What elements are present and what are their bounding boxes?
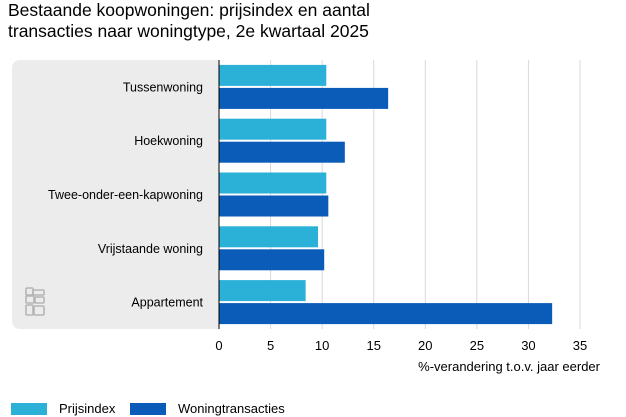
legend-swatch-woningtransacties	[130, 402, 166, 415]
bar-chart: Tussenwoning Hoekwoning Twee-onder-een-kap…	[12, 60, 601, 374]
x-tick-label-10: 10	[315, 338, 329, 353]
bars	[219, 64, 553, 325]
cbs-logo-icon	[25, 287, 45, 316]
x-tick-label-0: 0	[215, 338, 222, 353]
legend-label-prijsindex: Prijsindex	[59, 401, 116, 416]
bar-woningtransacties-4	[219, 249, 325, 271]
bar-woningtransacties-5	[219, 303, 553, 325]
legend: Prijsindex Woningtransacties	[0, 398, 626, 417]
category-label-2: Hoekwoning	[134, 134, 203, 148]
x-tick-label-25: 25	[470, 338, 484, 353]
chart-title-line-1: Bestaande koopwoningen: prijsindex en aa…	[8, 0, 370, 20]
legend-item-prijsindex: Prijsindex	[11, 401, 115, 416]
x-tick-label-30: 30	[521, 338, 535, 353]
bar-woningtransacties-3	[219, 195, 329, 217]
category-panel	[12, 60, 219, 329]
bar-prijsindex-5	[219, 280, 306, 302]
x-tick-label-35: 35	[573, 338, 587, 353]
x-tick-label-5: 5	[267, 338, 274, 353]
chart-title-line-2: transacties naar woningtype, 2e kwartaal…	[8, 21, 369, 41]
chart-title: Bestaande koopwoningen: prijsindex en aa…	[8, 0, 608, 42]
x-tick-labels: 0 5 10 15 20 25 30 35	[215, 338, 587, 353]
category-label-3: Twee-onder-een-kapwoning	[48, 188, 203, 202]
x-tick-label-20: 20	[418, 338, 432, 353]
category-label-4: Vrijstaande woning	[98, 242, 203, 256]
legend-label-woningtransacties: Woningtransacties	[178, 401, 285, 416]
bar-prijsindex-1	[219, 64, 327, 86]
bar-prijsindex-4	[219, 226, 319, 248]
category-labels: Tussenwoning Hoekwoning Twee-onder-een-kap…	[48, 80, 203, 309]
category-label-5: Appartement	[131, 296, 203, 310]
bar-prijsindex-2	[219, 118, 327, 140]
category-label-1: Tussenwoning	[123, 80, 203, 94]
bar-woningtransacties-2	[219, 141, 345, 163]
legend-swatch-prijsindex	[11, 402, 47, 415]
x-axis-label: %-verandering t.o.v. jaar eerder	[418, 359, 601, 374]
x-tick-label-15: 15	[366, 338, 380, 353]
legend-item-woningtransacties: Woningtransacties	[130, 401, 285, 416]
bar-prijsindex-3	[219, 172, 327, 194]
bar-woningtransacties-1	[219, 87, 389, 109]
